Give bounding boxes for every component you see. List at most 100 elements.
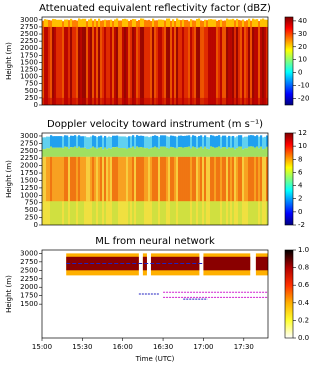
field-low	[128, 201, 131, 225]
field-stripe	[200, 26, 203, 105]
y-tick-label: 3000	[20, 249, 38, 257]
field-stripe	[246, 156, 249, 202]
field-low	[136, 201, 139, 225]
field-band	[246, 136, 249, 149]
field-edge	[82, 147, 85, 157]
field-edge	[228, 147, 231, 157]
y-tick-label: 1750	[20, 51, 38, 59]
field-stripe	[194, 26, 197, 105]
field-band	[92, 135, 95, 147]
field-band	[150, 136, 153, 149]
field-stripe	[62, 156, 65, 202]
field-stripe	[82, 26, 85, 105]
field-low	[98, 201, 101, 225]
field-stripe	[142, 156, 145, 202]
field-top	[50, 20, 53, 27]
field-stripe	[84, 26, 87, 105]
field-stripe	[152, 26, 155, 105]
field-low	[192, 201, 195, 225]
y-tick-label: 750	[25, 80, 38, 88]
field-stripe	[256, 156, 259, 202]
field-top	[256, 19, 259, 27]
field-band	[140, 135, 143, 148]
field-low	[198, 201, 201, 225]
field-stripe	[68, 156, 71, 202]
colorbar	[284, 249, 294, 339]
field-edge	[188, 146, 191, 157]
field-band	[184, 135, 187, 148]
field-low	[126, 201, 129, 225]
field-edge	[78, 146, 81, 157]
field-top	[208, 19, 211, 27]
field-top	[116, 18, 119, 27]
field-stripe	[254, 26, 257, 105]
field-band	[202, 136, 205, 149]
field-stripe	[88, 156, 91, 202]
field-edge	[194, 147, 197, 157]
y-tick-label: 1750	[20, 169, 38, 177]
y-tick-label: 0	[34, 101, 38, 109]
field-band	[134, 136, 137, 149]
field-top	[252, 18, 255, 27]
field-low	[250, 201, 253, 225]
field	[42, 18, 268, 105]
field-low	[164, 201, 167, 225]
field-low	[108, 201, 111, 225]
field-low	[214, 201, 217, 225]
field-stripe	[260, 156, 263, 202]
field-edge	[164, 146, 167, 157]
field-low	[82, 201, 85, 225]
field-top	[136, 21, 139, 27]
field-low	[254, 201, 257, 225]
field-band	[132, 135, 135, 147]
x-tick-label: 15:00	[32, 343, 52, 351]
field-stripe	[252, 156, 255, 202]
field-low	[80, 201, 83, 225]
field-stripe	[130, 156, 133, 202]
field-edge	[204, 146, 207, 157]
field-edge	[146, 148, 149, 157]
field-edge	[132, 146, 135, 157]
field-low	[70, 201, 73, 225]
field-low	[188, 201, 191, 225]
field-low	[88, 201, 91, 225]
field-stripe	[204, 26, 207, 105]
field-edge	[246, 148, 249, 157]
field-edge	[174, 147, 177, 157]
field-band	[194, 135, 197, 148]
field-top	[240, 20, 243, 27]
field-edge	[240, 146, 243, 157]
field-low	[152, 201, 155, 225]
field-top	[134, 19, 137, 27]
field-band	[180, 135, 183, 147]
field-stripe	[246, 26, 249, 105]
field-stripe	[86, 156, 89, 202]
field-stripe	[178, 26, 181, 105]
field-top	[52, 18, 55, 27]
field-stripe	[244, 26, 247, 105]
field-top	[174, 21, 177, 27]
field-stripe	[192, 26, 195, 105]
field-low	[246, 201, 249, 225]
field-stripe	[68, 26, 71, 105]
field-stripe	[182, 26, 185, 105]
field-low	[144, 201, 147, 225]
field-edge	[156, 147, 159, 157]
field-band	[72, 135, 75, 148]
field-band	[88, 137, 91, 150]
field-top	[170, 20, 173, 27]
field-low	[122, 201, 125, 225]
field-band	[62, 136, 65, 149]
field-stripe	[106, 156, 109, 202]
y-tick-label: 500	[25, 87, 38, 95]
field-low	[148, 201, 151, 225]
field-top	[218, 19, 221, 27]
y-tick-label: 2750	[20, 139, 38, 147]
field-edge	[244, 148, 247, 157]
field-low	[190, 201, 193, 225]
field-stripe	[174, 156, 177, 202]
field-stripe	[198, 156, 201, 202]
field-edge	[190, 148, 193, 157]
cbar-tick-label: -10	[298, 82, 309, 90]
y-tick-label: 2500	[20, 147, 38, 155]
